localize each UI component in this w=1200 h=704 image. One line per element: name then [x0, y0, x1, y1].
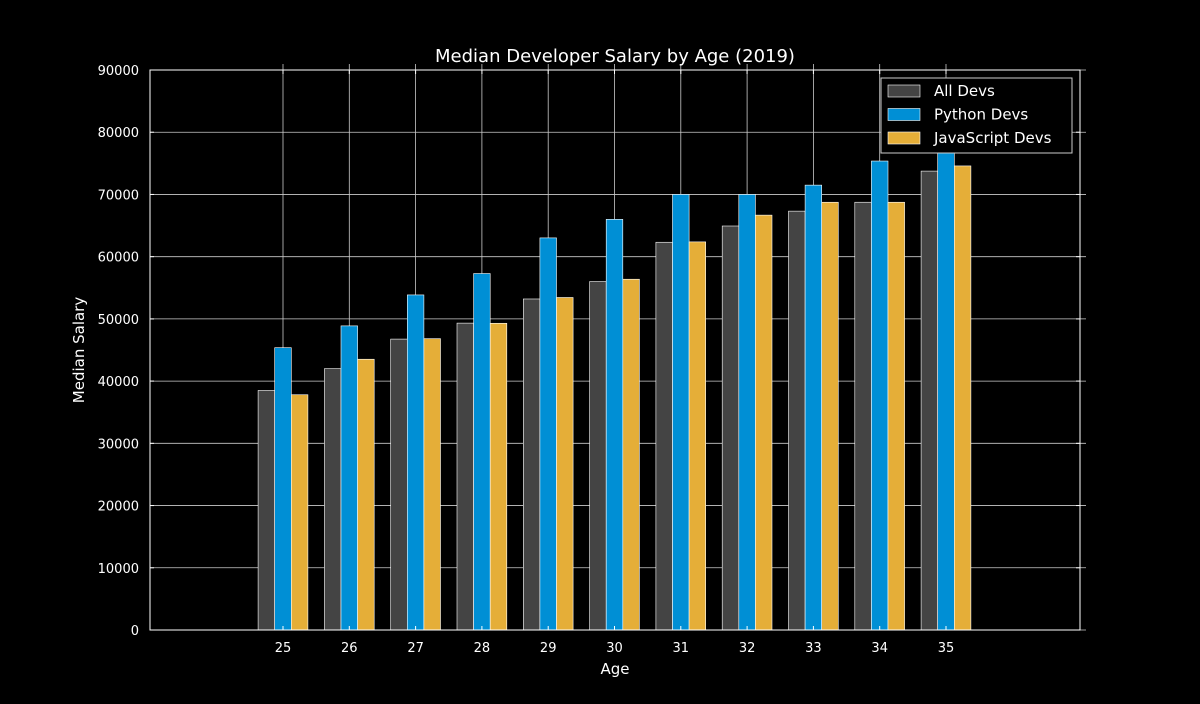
- bar-all-devs-30: [589, 281, 607, 631]
- y-tick-label: 0: [131, 624, 139, 639]
- chart-title: Median Developer Salary by Age (2019): [435, 46, 795, 67]
- bar-all-devs-27: [390, 338, 408, 631]
- bar-javascript-devs-31: [688, 241, 706, 631]
- bar-python-devs-31: [672, 194, 690, 631]
- x-tick-label: 28: [474, 641, 491, 656]
- bar-javascript-devs-29: [556, 297, 574, 631]
- x-tick-label: 26: [341, 641, 358, 656]
- bar-javascript-devs-26: [357, 358, 375, 631]
- y-tick-label: 10000: [98, 562, 139, 577]
- legend-label: All Devs: [934, 82, 995, 100]
- x-axis-label: Age: [600, 660, 629, 678]
- bar-python-devs-29: [539, 237, 557, 631]
- bar-javascript-devs-34: [887, 201, 905, 631]
- bar-python-devs-30: [605, 219, 624, 631]
- bar-python-devs-35: [937, 109, 955, 631]
- bar-python-devs-26: [340, 325, 358, 631]
- bar-python-devs-32: [738, 194, 756, 631]
- bar-javascript-devs-27: [423, 338, 441, 631]
- bar-javascript-devs-32: [755, 214, 773, 631]
- bar-all-devs-26: [324, 368, 342, 631]
- bars: [257, 109, 972, 631]
- bar-all-devs-29: [522, 298, 541, 631]
- bar-python-devs-25: [274, 347, 292, 631]
- bar-all-devs-25: [257, 390, 276, 631]
- y-tick-label: 40000: [98, 375, 139, 390]
- x-tick-label: 33: [805, 641, 822, 656]
- y-tick-label: 90000: [98, 64, 139, 79]
- legend-label: JavaScript Devs: [933, 129, 1052, 147]
- bar-javascript-devs-33: [821, 201, 839, 631]
- legend-swatch: [887, 108, 921, 121]
- x-tick-label: 31: [673, 641, 690, 656]
- bar-python-devs-27: [406, 294, 425, 631]
- bar-all-devs-34: [854, 201, 872, 631]
- x-tick-label: 25: [275, 641, 292, 656]
- y-tick-label: 80000: [98, 126, 139, 141]
- legend: All Devs Python Devs JavaScript Devs: [880, 77, 1073, 154]
- bar-javascript-devs-35: [953, 165, 972, 631]
- bar-all-devs-31: [655, 241, 673, 631]
- y-tick-label: 30000: [98, 437, 139, 452]
- bar-python-devs-34: [871, 160, 889, 631]
- y-tick-label: 50000: [98, 313, 139, 328]
- bar-all-devs-32: [721, 225, 740, 631]
- x-tick-label: 29: [540, 641, 557, 656]
- bar-javascript-devs-30: [622, 278, 640, 631]
- bar-all-devs-33: [788, 210, 806, 631]
- bar-python-devs-28: [473, 273, 491, 631]
- legend-swatch: [887, 131, 921, 145]
- bar-python-devs-33: [804, 184, 822, 631]
- x-tick-label: 30: [606, 641, 623, 656]
- x-tick-label: 35: [938, 641, 955, 656]
- x-tick-label: 32: [739, 641, 756, 656]
- legend-swatch: [887, 84, 921, 98]
- bar-javascript-devs-25: [290, 394, 309, 631]
- y-tick-label: 70000: [98, 188, 139, 203]
- x-tick-label: 27: [407, 641, 424, 656]
- bar-all-devs-35: [920, 170, 938, 631]
- y-axis-label: Median Salary: [70, 297, 88, 404]
- legend-label: Python Devs: [934, 106, 1028, 124]
- y-tick-label: 60000: [98, 251, 139, 266]
- bar-javascript-devs-28: [489, 322, 508, 631]
- y-tick-label: 20000: [98, 500, 139, 515]
- bar-all-devs-28: [456, 322, 474, 631]
- axis-ticks: 0 10000 20000 30000 40000 50000 60000 70000 8000…: [98, 64, 1080, 656]
- x-tick-label: 34: [871, 641, 888, 656]
